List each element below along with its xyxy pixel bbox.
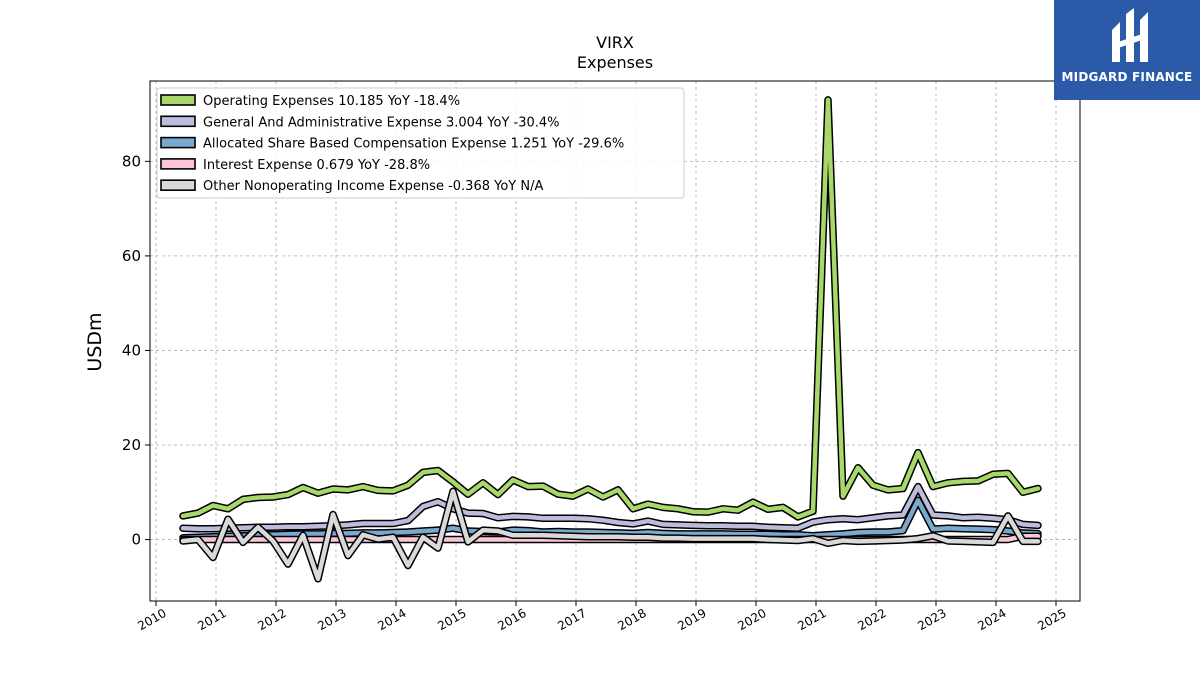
series-5 — [179, 487, 1042, 583]
series-line — [180, 489, 1041, 582]
series-line — [180, 484, 1041, 531]
x-tick-label: 2025 — [1035, 606, 1068, 633]
legend-label: Allocated Share Based Compensation Expen… — [203, 137, 624, 152]
brand-logo: MIDGARD FINANCE — [1054, 0, 1200, 100]
legend-swatch — [160, 136, 196, 149]
x-axis-ticks: 2010 2011 2012 2013 2014 2015 2016 2017 2018 2019… — [135, 601, 1069, 633]
series-1 — [179, 96, 1042, 521]
legend-entry: Allocated Share Based Compensation Expen… — [160, 136, 624, 152]
x-tick-label: 2022 — [855, 606, 888, 633]
legend-entry: General And Administrative Expense 3.004… — [160, 115, 560, 130]
x-tick-label: 2021 — [795, 606, 828, 633]
chart-title: VIRX — [596, 33, 634, 52]
legend-swatch — [160, 179, 196, 191]
x-tick-label: 2014 — [375, 606, 408, 633]
legend: Operating Expenses 10.185 YoY -18.4% Gene… — [156, 87, 685, 199]
legend-label: Operating Expenses 10.185 YoY -18.4% — [203, 94, 460, 109]
x-tick-label: 2024 — [975, 606, 1008, 633]
series-line — [180, 97, 1041, 520]
y-tick-label: 60 — [122, 247, 141, 265]
legend-swatch — [160, 115, 196, 128]
x-tick-label: 2013 — [315, 606, 348, 633]
legend-entry: Interest Expense 0.679 YoY -28.8% — [160, 158, 430, 173]
y-axis-label: USDm — [84, 312, 106, 371]
x-tick-label: 2011 — [195, 606, 228, 633]
series-lines — [179, 96, 1042, 583]
legend-label: Interest Expense 0.679 YoY -28.8% — [203, 158, 430, 173]
x-tick-label: 2012 — [255, 606, 288, 633]
y-tick-label: 20 — [122, 436, 141, 454]
y-axis-ticks: 0 20 40 60 80 — [122, 152, 150, 549]
legend-box — [156, 87, 685, 199]
plot-frame — [149, 80, 1081, 602]
x-tick-label: 2023 — [915, 606, 948, 633]
y-tick-label: 40 — [122, 341, 141, 359]
legend-entry: Operating Expenses 10.185 YoY -18.4% — [160, 94, 460, 109]
brand-logo-icon — [1112, 8, 1148, 62]
legend-swatch — [160, 94, 196, 106]
x-tick-label: 2019 — [675, 606, 708, 633]
legend-entry: Other Nonoperating Income Expense -0.368… — [160, 179, 543, 194]
y-tick-label: 80 — [122, 152, 141, 170]
legend-swatch — [160, 158, 196, 170]
legend-label: General And Administrative Expense 3.004… — [203, 115, 560, 130]
brand-name: MIDGARD FINANCE — [1061, 70, 1193, 84]
y-tick-label: 0 — [131, 531, 141, 549]
legend-label: Other Nonoperating Income Expense -0.368… — [203, 179, 543, 194]
x-tick-label: 2018 — [615, 606, 648, 633]
series-2 — [179, 482, 1042, 533]
x-tick-label: 2020 — [735, 606, 768, 633]
x-tick-label: 2010 — [135, 606, 168, 633]
x-tick-label: 2015 — [435, 606, 468, 633]
x-tick-label: 2017 — [555, 606, 588, 633]
chart-subtitle: Expenses — [577, 53, 653, 72]
x-tick-label: 2016 — [495, 606, 528, 633]
